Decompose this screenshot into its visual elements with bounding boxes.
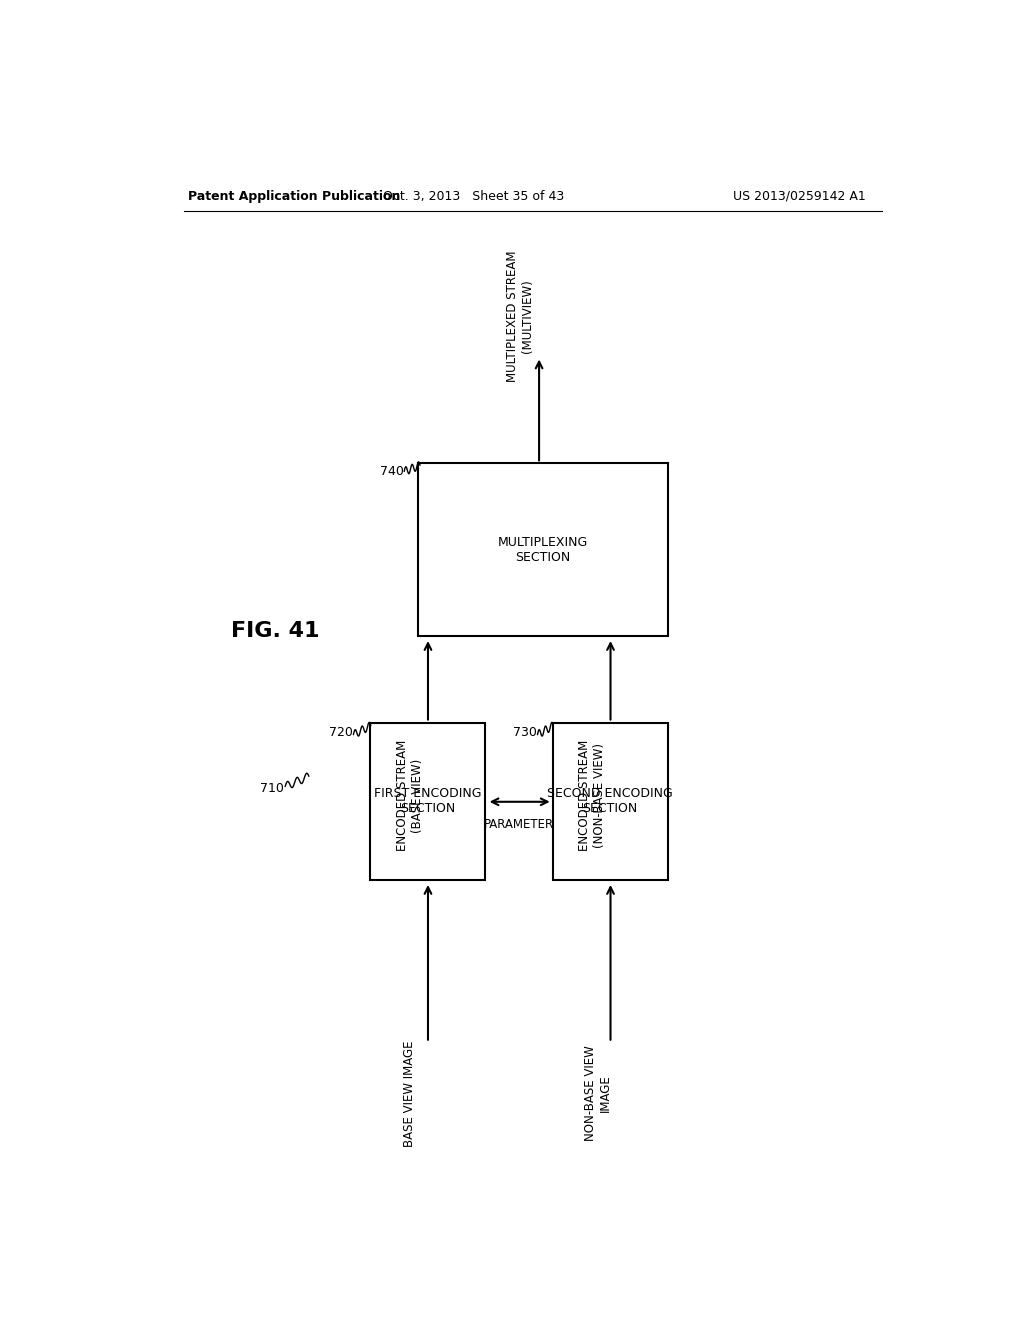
- Text: SECOND ENCODING
SECTION: SECOND ENCODING SECTION: [547, 787, 673, 816]
- Text: Oct. 3, 2013   Sheet 35 of 43: Oct. 3, 2013 Sheet 35 of 43: [383, 190, 564, 202]
- Bar: [370, 722, 485, 880]
- Text: FIRST ENCODING
SECTION: FIRST ENCODING SECTION: [374, 787, 481, 816]
- Text: US 2013/0259142 A1: US 2013/0259142 A1: [733, 190, 866, 202]
- Text: BASE VIEW IMAGE: BASE VIEW IMAGE: [403, 1040, 416, 1147]
- Text: MULTIPLEXING
SECTION: MULTIPLEXING SECTION: [498, 536, 588, 564]
- Text: PARAMETER: PARAMETER: [484, 817, 554, 830]
- Text: MULTIPLEXED STREAM
(MULTIVIEW): MULTIPLEXED STREAM (MULTIVIEW): [506, 251, 535, 381]
- Text: 710: 710: [260, 781, 285, 795]
- Text: ENCODED STREAM
(NON-BASE VIEW): ENCODED STREAM (NON-BASE VIEW): [579, 741, 606, 851]
- Text: FIG. 41: FIG. 41: [230, 620, 319, 642]
- Text: Patent Application Publication: Patent Application Publication: [187, 190, 400, 202]
- Text: 740: 740: [380, 465, 403, 478]
- Text: ENCODED STREAM
(BASE VIEW): ENCODED STREAM (BASE VIEW): [395, 741, 424, 851]
- Text: 730: 730: [513, 726, 537, 739]
- Bar: [553, 722, 668, 880]
- Text: NON-BASE VIEW
IMAGE: NON-BASE VIEW IMAGE: [584, 1045, 611, 1142]
- Text: 720: 720: [329, 726, 352, 739]
- Bar: [418, 463, 668, 636]
